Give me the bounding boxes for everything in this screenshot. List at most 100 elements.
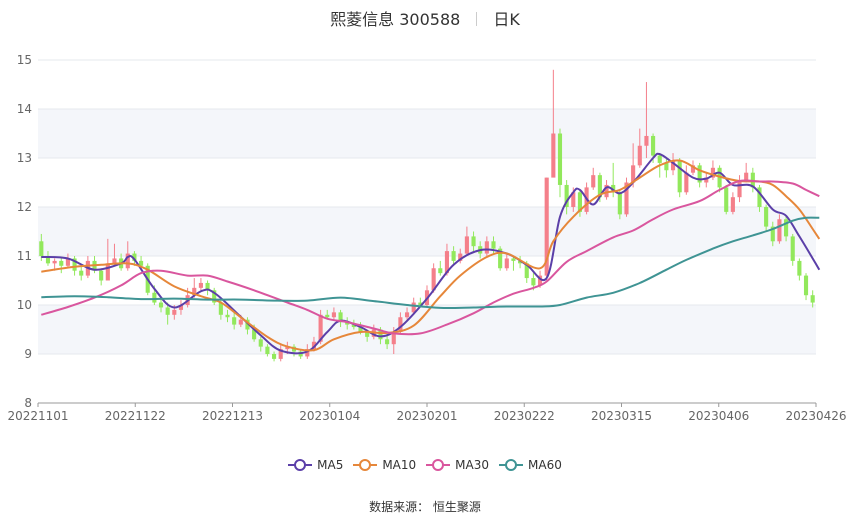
x-tick-label: 20230201 bbox=[396, 409, 457, 423]
candle-body bbox=[644, 135, 649, 146]
background-bands bbox=[38, 109, 816, 354]
candle bbox=[624, 177, 629, 217]
candle-body bbox=[777, 219, 782, 242]
candle bbox=[331, 307, 336, 320]
candle-body bbox=[52, 260, 57, 264]
candle-body bbox=[45, 256, 51, 264]
candle bbox=[617, 189, 622, 220]
candle-body bbox=[225, 314, 230, 318]
candle-body bbox=[218, 302, 223, 315]
candle bbox=[704, 172, 709, 188]
legend-label: MA5 bbox=[317, 458, 344, 472]
legend-label: MA60 bbox=[528, 458, 562, 472]
candle-body bbox=[192, 287, 197, 296]
candle bbox=[198, 278, 203, 291]
candle-body bbox=[637, 145, 642, 166]
y-tick-label: 14 bbox=[17, 102, 32, 116]
candle-body bbox=[704, 177, 709, 183]
candle-body bbox=[577, 192, 583, 212]
candle bbox=[431, 263, 436, 293]
legend-item-ma5[interactable]: MA5 bbox=[288, 458, 343, 472]
candle-body bbox=[464, 236, 469, 254]
candle-body bbox=[338, 312, 343, 323]
candle-body bbox=[597, 175, 602, 198]
candle bbox=[764, 204, 769, 232]
candle bbox=[564, 180, 569, 215]
period-label[interactable]: 日K bbox=[493, 10, 520, 29]
candle bbox=[797, 258, 802, 281]
legend-item-ma30[interactable]: MA30 bbox=[426, 458, 489, 472]
candle bbox=[451, 246, 456, 266]
x-tick-label: 20230315 bbox=[591, 409, 652, 423]
x-tick-label: 20221213 bbox=[202, 409, 263, 423]
legend-item-ma60[interactable]: MA60 bbox=[499, 458, 562, 472]
candle-body bbox=[318, 314, 323, 342]
candle bbox=[544, 177, 549, 281]
candle bbox=[803, 273, 809, 301]
band bbox=[38, 207, 816, 256]
candle-body bbox=[684, 172, 689, 193]
candle bbox=[79, 265, 84, 281]
candle bbox=[39, 233, 44, 261]
legend-marker bbox=[353, 459, 378, 471]
candle bbox=[438, 260, 443, 276]
candle-body bbox=[79, 270, 84, 276]
candle-body bbox=[99, 270, 104, 281]
candle-body bbox=[139, 260, 144, 266]
ma-line-ma30 bbox=[41, 179, 820, 336]
y-tick-label: 13 bbox=[17, 151, 32, 165]
candle bbox=[677, 158, 682, 198]
candle-body bbox=[378, 329, 383, 340]
legend-marker bbox=[499, 459, 524, 471]
candle-body bbox=[770, 226, 775, 242]
candle-body bbox=[385, 339, 390, 345]
candle-body bbox=[690, 165, 696, 173]
candle bbox=[757, 184, 762, 212]
candle bbox=[205, 280, 210, 296]
candle bbox=[551, 69, 556, 178]
candle-body bbox=[651, 135, 656, 156]
candle bbox=[245, 317, 250, 335]
candle bbox=[664, 158, 669, 178]
candle-body bbox=[518, 260, 523, 264]
candle-body bbox=[624, 182, 629, 215]
candle-body bbox=[458, 253, 463, 261]
candle bbox=[684, 165, 689, 195]
y-tick-label: 8 bbox=[24, 396, 32, 410]
candle-body bbox=[418, 302, 423, 305]
candle bbox=[518, 256, 523, 269]
legend-item-ma10[interactable]: MA10 bbox=[353, 458, 416, 472]
candle bbox=[112, 243, 117, 266]
y-tick-label: 15 bbox=[17, 53, 32, 67]
candle bbox=[790, 233, 795, 266]
candle-body bbox=[451, 251, 456, 261]
candle-body bbox=[198, 282, 203, 288]
candle-body bbox=[551, 133, 556, 178]
candle bbox=[158, 297, 164, 313]
candle bbox=[278, 344, 283, 362]
candle-body bbox=[252, 329, 257, 340]
candle-body bbox=[305, 349, 310, 357]
candle bbox=[165, 302, 170, 325]
candle bbox=[784, 216, 789, 242]
candle bbox=[45, 251, 51, 266]
stock-name: 熙菱信息 300588 bbox=[330, 10, 461, 29]
candle-body bbox=[152, 292, 157, 303]
candle-body bbox=[724, 187, 729, 212]
candle-body bbox=[411, 302, 416, 313]
candle bbox=[644, 82, 649, 158]
candle-body bbox=[125, 253, 130, 269]
x-tick-label: 20230222 bbox=[494, 409, 555, 423]
candle bbox=[557, 128, 563, 198]
candle-body bbox=[557, 133, 563, 185]
candle bbox=[710, 160, 715, 181]
candle bbox=[577, 189, 583, 217]
candle-body bbox=[258, 339, 263, 347]
candle-body bbox=[730, 197, 735, 212]
candle-body bbox=[564, 184, 569, 207]
band bbox=[38, 109, 816, 158]
candle-body bbox=[105, 263, 110, 281]
candle bbox=[810, 290, 815, 308]
